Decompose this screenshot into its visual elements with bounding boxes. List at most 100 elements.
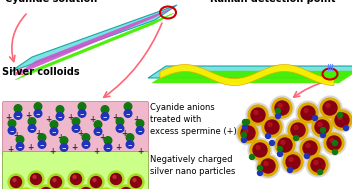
Circle shape bbox=[28, 125, 36, 132]
Polygon shape bbox=[14, 7, 175, 76]
Circle shape bbox=[118, 185, 134, 189]
Text: +: + bbox=[49, 146, 55, 156]
Circle shape bbox=[322, 131, 346, 155]
Text: −: − bbox=[84, 142, 88, 147]
Circle shape bbox=[68, 171, 84, 187]
Circle shape bbox=[78, 110, 86, 117]
Circle shape bbox=[294, 125, 298, 129]
Text: +: + bbox=[57, 132, 63, 142]
Circle shape bbox=[124, 103, 132, 110]
Circle shape bbox=[283, 152, 303, 172]
Circle shape bbox=[276, 108, 281, 114]
Circle shape bbox=[318, 96, 342, 120]
Circle shape bbox=[126, 141, 134, 148]
Circle shape bbox=[101, 113, 109, 120]
Circle shape bbox=[48, 174, 64, 189]
Circle shape bbox=[304, 153, 309, 159]
Circle shape bbox=[101, 106, 109, 113]
Circle shape bbox=[276, 114, 281, 119]
Circle shape bbox=[73, 176, 76, 178]
Circle shape bbox=[104, 144, 112, 151]
Circle shape bbox=[50, 177, 62, 187]
Circle shape bbox=[298, 136, 322, 160]
Circle shape bbox=[289, 157, 293, 161]
Text: +: + bbox=[13, 130, 19, 139]
Text: −: − bbox=[16, 113, 20, 118]
Circle shape bbox=[93, 178, 96, 181]
Text: Cyanide anions
treated with
excess spermine (+): Cyanide anions treated with excess sperm… bbox=[150, 103, 237, 136]
Circle shape bbox=[50, 121, 58, 128]
Circle shape bbox=[278, 138, 292, 152]
Circle shape bbox=[312, 117, 332, 137]
Circle shape bbox=[260, 115, 284, 139]
Text: −: − bbox=[96, 129, 100, 134]
Text: −: − bbox=[80, 111, 84, 116]
Circle shape bbox=[94, 121, 102, 128]
Circle shape bbox=[18, 188, 34, 189]
Text: −: − bbox=[52, 129, 56, 134]
Circle shape bbox=[335, 113, 349, 127]
Text: +: + bbox=[27, 143, 33, 153]
Polygon shape bbox=[15, 13, 174, 80]
Circle shape bbox=[113, 176, 116, 178]
Circle shape bbox=[298, 103, 318, 123]
Text: −: − bbox=[62, 145, 66, 150]
Circle shape bbox=[243, 125, 247, 129]
Circle shape bbox=[318, 170, 322, 174]
Text: −: − bbox=[30, 126, 34, 131]
Circle shape bbox=[327, 136, 341, 150]
FancyBboxPatch shape bbox=[2, 101, 149, 156]
Circle shape bbox=[301, 106, 315, 120]
Circle shape bbox=[8, 174, 24, 189]
Text: +: + bbox=[77, 129, 83, 139]
Circle shape bbox=[311, 158, 325, 172]
Circle shape bbox=[50, 128, 58, 135]
Text: −: − bbox=[138, 128, 142, 133]
Circle shape bbox=[256, 154, 280, 178]
Circle shape bbox=[38, 185, 54, 189]
Circle shape bbox=[277, 152, 283, 156]
Text: +: + bbox=[133, 115, 139, 125]
Text: −: − bbox=[128, 142, 132, 147]
Circle shape bbox=[333, 140, 338, 146]
Circle shape bbox=[243, 119, 247, 125]
Circle shape bbox=[268, 122, 272, 126]
Circle shape bbox=[281, 140, 285, 145]
Circle shape bbox=[300, 138, 320, 158]
Circle shape bbox=[33, 176, 36, 178]
Circle shape bbox=[264, 161, 268, 166]
Circle shape bbox=[53, 178, 56, 181]
Circle shape bbox=[14, 105, 22, 112]
Circle shape bbox=[251, 108, 265, 122]
Circle shape bbox=[306, 143, 310, 147]
Circle shape bbox=[82, 141, 90, 148]
Circle shape bbox=[13, 178, 16, 181]
Circle shape bbox=[56, 113, 64, 120]
Circle shape bbox=[281, 150, 305, 174]
Circle shape bbox=[133, 178, 136, 181]
Circle shape bbox=[253, 143, 267, 157]
Circle shape bbox=[104, 137, 112, 144]
Text: Silver colloids: Silver colloids bbox=[2, 67, 80, 77]
Polygon shape bbox=[10, 5, 177, 72]
Circle shape bbox=[11, 177, 21, 187]
Circle shape bbox=[81, 187, 92, 189]
Circle shape bbox=[314, 160, 318, 164]
Circle shape bbox=[28, 171, 44, 187]
Text: −: − bbox=[18, 144, 22, 149]
Circle shape bbox=[136, 120, 144, 127]
Circle shape bbox=[330, 139, 334, 143]
Text: +: + bbox=[35, 129, 41, 138]
Circle shape bbox=[250, 154, 254, 160]
Text: +: + bbox=[99, 132, 105, 142]
Circle shape bbox=[272, 98, 292, 118]
Circle shape bbox=[246, 103, 270, 127]
Circle shape bbox=[108, 171, 124, 187]
Circle shape bbox=[82, 134, 90, 141]
Circle shape bbox=[338, 115, 342, 119]
Circle shape bbox=[326, 104, 330, 108]
Circle shape bbox=[72, 125, 80, 132]
Circle shape bbox=[321, 128, 326, 132]
Circle shape bbox=[262, 117, 282, 137]
Circle shape bbox=[315, 120, 329, 134]
